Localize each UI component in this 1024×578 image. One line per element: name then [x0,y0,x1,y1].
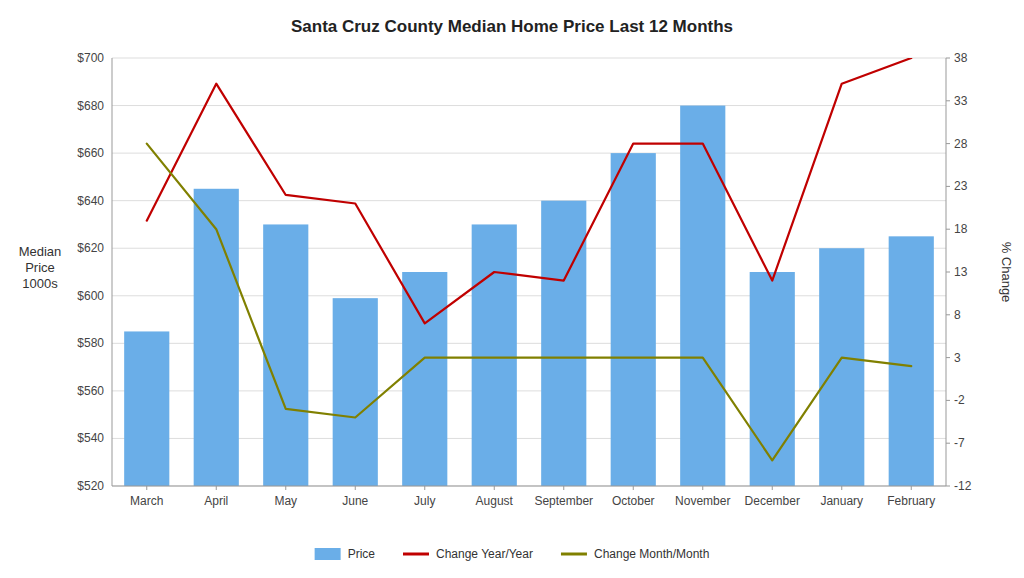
y-tick-label: $540 [77,431,104,445]
y-tick-label: $520 [77,479,104,493]
y2-tick [946,272,950,273]
bar [472,224,517,486]
y2-tick [946,400,950,401]
x-tick [494,486,495,490]
y2-axis [946,58,947,486]
chart: Santa Cruz County Median Home Price Last… [0,0,1024,578]
bars [124,106,934,486]
legend-swatch [561,553,587,556]
x-tick-label: October [612,494,655,508]
x-tick-label: September [534,494,593,508]
y2-tick-label: 23 [954,179,968,193]
x-tick [285,486,286,490]
x-tick [355,486,356,490]
bar [333,298,378,486]
bar [402,272,447,486]
legend: Price Change Year/Year Change Month/Month [315,547,710,561]
legend-item: Price [315,547,376,561]
y-tick-label: $660 [77,146,104,160]
y2-tick-label: -12 [954,479,972,493]
x-tick [563,486,564,490]
bar [194,189,239,486]
x-tick-label: May [274,494,297,508]
y2-tick [946,186,950,187]
legend-label: Price [348,547,376,561]
y-axis-label: MedianPrice1000s [19,244,62,291]
x-axis [112,486,946,487]
y-tick-label: $620 [77,241,104,255]
y2-tick-label: 33 [954,94,968,108]
bar [611,153,656,486]
grid-line [112,486,946,487]
bar [263,224,308,486]
bar [889,236,934,486]
y2-tick [946,314,950,315]
x-tick-label: December [745,494,800,508]
bar [680,106,725,486]
y2-tick-label: 8 [954,308,961,322]
line [147,58,912,323]
x-tick-label: June [342,494,368,508]
lines [147,58,912,460]
y2-tick-label: -7 [954,436,965,450]
x-tick [772,486,773,490]
x-tick-label: July [414,494,435,508]
y2-tick [946,143,950,144]
legend-item: Change Year/Year [403,547,533,561]
x-tick-label: January [820,494,863,508]
x-tick-label: February [887,494,935,508]
x-tick [702,486,703,490]
legend-label: Change Year/Year [436,547,533,561]
y2-tick-label: 18 [954,222,968,236]
legend-item: Change Month/Month [561,547,709,561]
y-tick-label: $560 [77,384,104,398]
legend-swatch [315,548,341,560]
y2-tick-label: 3 [954,351,961,365]
x-tick [146,486,147,490]
x-tick-label: November [675,494,730,508]
legend-label: Change Month/Month [594,547,709,561]
y2-axis-label: % Change [999,242,1014,303]
legend-swatch [403,553,429,556]
grid [112,58,946,486]
y2-tick [946,58,950,59]
y2-tick [946,357,950,358]
y2-tick-label: 38 [954,51,968,65]
bar [541,201,586,486]
x-tick [841,486,842,490]
y2-tick [946,486,950,487]
x-tick-label: March [130,494,163,508]
bar [750,272,795,486]
y-tick-label: $600 [77,289,104,303]
x-tick [216,486,217,490]
bar [819,248,864,486]
x-tick-label: August [476,494,514,508]
bar [124,331,169,486]
y2-tick [946,100,950,101]
x-tick [633,486,634,490]
grid-line [112,153,946,154]
y-tick-label: $700 [77,51,104,65]
x-tick [911,486,912,490]
y-axis [112,58,113,486]
x-tick [424,486,425,490]
y2-tick [946,443,950,444]
grid-line [112,105,946,106]
y2-tick-label: -2 [954,393,965,407]
title: Santa Cruz County Median Home Price Last… [291,17,733,36]
y2-tick-label: 13 [954,265,968,279]
y2-tick-label: 28 [954,137,968,151]
y2-tick [946,229,950,230]
x-tick-label: April [204,494,228,508]
y-tick-label: $680 [77,99,104,113]
y-tick-label: $640 [77,194,104,208]
grid-line [112,58,946,59]
y-tick-label: $580 [77,336,104,350]
line [147,144,912,461]
